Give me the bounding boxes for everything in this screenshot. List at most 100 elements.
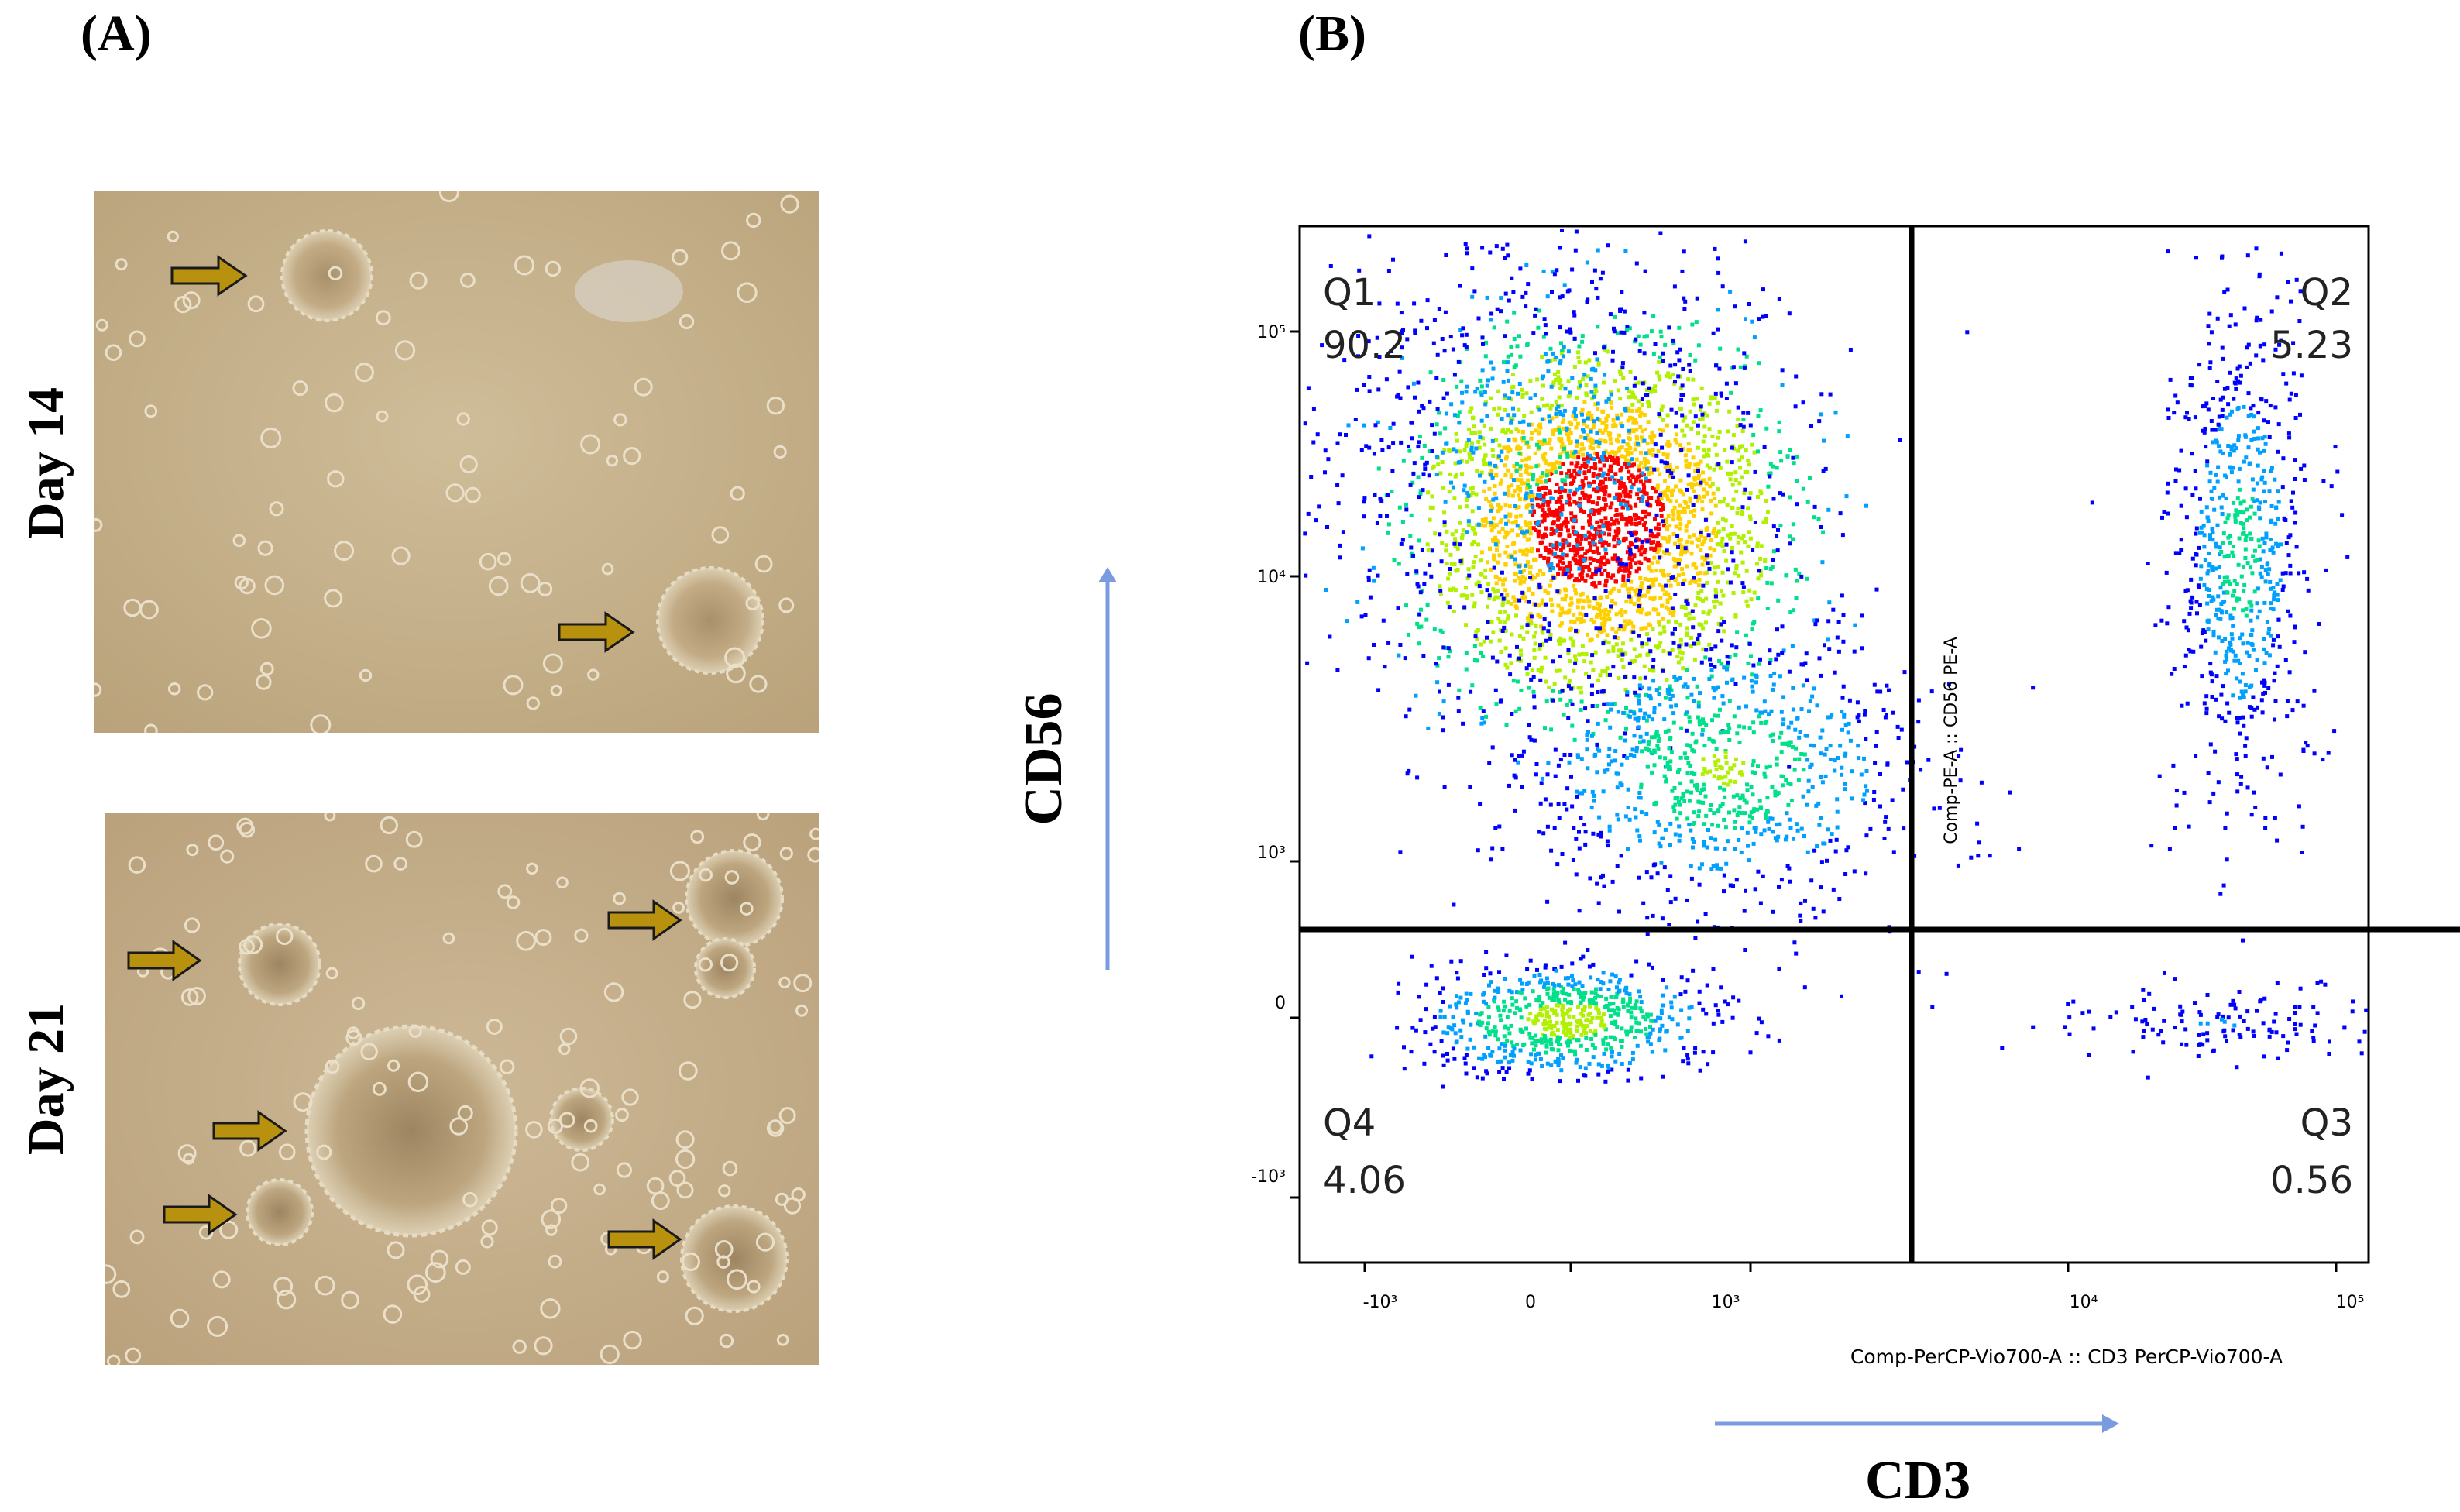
- event-dot: [1638, 740, 1642, 744]
- event-dot: [1545, 1011, 1550, 1015]
- event-dot: [1493, 557, 1497, 562]
- event-dot: [1417, 612, 1422, 617]
- event-dot: [1652, 735, 1657, 740]
- event-dot: [1622, 309, 1627, 314]
- event-dot: [1388, 426, 1393, 430]
- event-dot: [1652, 750, 1657, 754]
- event-dot: [1780, 368, 1785, 373]
- event-dot: [1627, 504, 1632, 509]
- event-dot: [1580, 525, 1585, 530]
- event-dot: [1895, 724, 1900, 729]
- cell: [541, 1209, 562, 1230]
- event-dot: [1440, 460, 1445, 464]
- event-dot: [1573, 248, 1578, 253]
- event-dot: [1791, 686, 1795, 690]
- event-dot: [1551, 987, 1556, 991]
- event-dot: [1384, 377, 1389, 382]
- event-dot: [1529, 410, 1534, 414]
- event-dot: [1632, 754, 1637, 758]
- event-dot: [1551, 432, 1556, 437]
- event-dot: [1855, 700, 1860, 705]
- event-dot: [1614, 579, 1618, 584]
- cell: [556, 876, 569, 889]
- event-dot: [1618, 397, 1623, 401]
- event-dot: [1496, 503, 1501, 507]
- event-dot: [1616, 331, 1620, 335]
- event-dot: [1751, 720, 1756, 725]
- event-dot: [1775, 466, 1779, 470]
- event-dot: [1657, 737, 1661, 741]
- event-dot: [1503, 530, 1508, 534]
- event-dot: [1471, 450, 1476, 455]
- event-dot: [1658, 582, 1662, 587]
- cell: [144, 404, 158, 418]
- event-dot: [1565, 289, 1570, 294]
- event-dot: [1612, 519, 1617, 524]
- event-dot: [1455, 546, 1460, 551]
- event-dot: [1579, 508, 1584, 513]
- event-dot: [1765, 580, 1770, 585]
- event-dot: [1610, 455, 1615, 460]
- event-dot: [1657, 543, 1661, 548]
- event-dot: [1733, 381, 1738, 386]
- event-dot: [1493, 1029, 1498, 1034]
- event-dot: [1663, 489, 1668, 493]
- event-dot: [1555, 1020, 1559, 1025]
- event-dot: [1692, 402, 1696, 407]
- event-dot: [1799, 662, 1804, 667]
- event-dot: [1598, 626, 1602, 631]
- event-dot: [1529, 490, 1534, 494]
- event-dot: [1655, 871, 1660, 876]
- event-dot: [1704, 648, 1709, 652]
- event-dot: [1713, 686, 1718, 691]
- event-dot: [1701, 647, 1706, 651]
- event-dot: [1650, 470, 1654, 475]
- event-dot: [1627, 661, 1632, 665]
- event-dot: [1438, 588, 1443, 593]
- event-dot: [1668, 697, 1673, 701]
- event-dot: [1572, 469, 1577, 473]
- event-dot: [1500, 449, 1504, 454]
- event-dot: [1864, 833, 1869, 838]
- event-dot: [1666, 619, 1671, 624]
- cell: [743, 833, 761, 852]
- event-dot: [1608, 522, 1613, 527]
- event-dot: [1665, 469, 1670, 472]
- event-dot: [1408, 483, 1413, 487]
- event-dot: [1838, 511, 1843, 516]
- event-dot: [1629, 629, 1634, 634]
- event-dot: [1558, 465, 1562, 469]
- event-dot: [1468, 455, 1472, 460]
- event-dot: [1591, 473, 1596, 478]
- cell: [243, 935, 263, 954]
- event-dot: [1604, 1047, 1609, 1052]
- event-dot: [1641, 381, 1645, 386]
- event-dot: [1525, 630, 1530, 634]
- event-dot: [1543, 491, 1548, 496]
- event-dot: [1585, 733, 1589, 737]
- event-dot: [1656, 448, 1661, 453]
- event-dot: [1707, 566, 1712, 571]
- event-dot: [1551, 543, 1555, 548]
- cell: [407, 1071, 429, 1092]
- event-dot: [1722, 620, 1726, 624]
- event-dot: [1566, 528, 1570, 533]
- event-dot: [1510, 1040, 1514, 1045]
- event-dot: [1776, 598, 1781, 603]
- event-dot: [1833, 849, 1838, 854]
- event-dot: [1874, 730, 1879, 734]
- event-dot: [1488, 639, 1493, 644]
- event-dot: [1636, 716, 1641, 720]
- event-dot: [1524, 493, 1528, 498]
- event-dot: [1730, 643, 1734, 648]
- event-dot: [1506, 555, 1510, 559]
- event-dot: [1505, 319, 1510, 324]
- event-dot: [1551, 380, 1556, 385]
- event-dot: [1637, 604, 1641, 608]
- event-dot: [1499, 296, 1503, 301]
- event-dot: [1435, 407, 1440, 411]
- event-dot: [1716, 256, 1720, 261]
- event-dot: [1362, 500, 1366, 504]
- event-dot: [1651, 965, 1654, 970]
- event-dot: [1681, 1059, 1685, 1064]
